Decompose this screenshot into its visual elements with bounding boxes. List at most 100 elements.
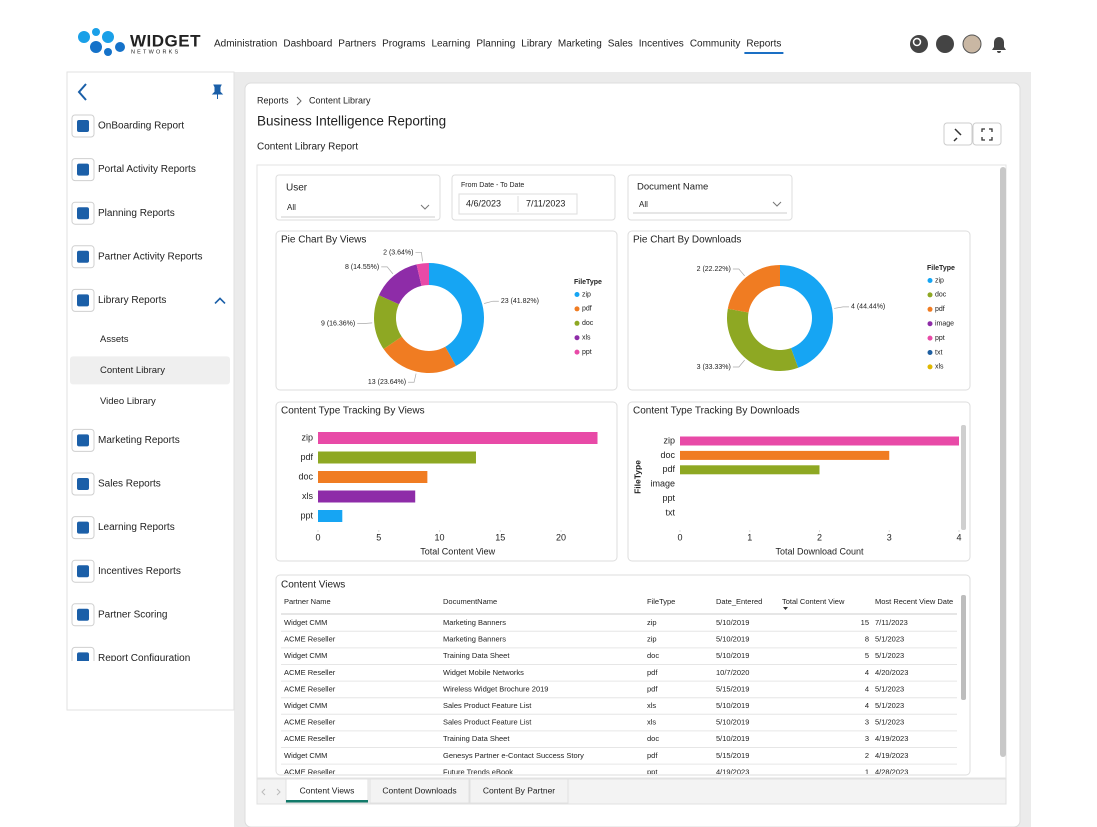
- submenu-item[interactable]: Assets: [100, 334, 129, 345]
- menu-icon-glyph: [77, 294, 89, 307]
- menu-icon-glyph: [77, 521, 89, 534]
- table-cell: ACME Reseller: [284, 668, 336, 677]
- data-label: 2 (3.64%): [383, 249, 413, 256]
- menu-item[interactable]: Partner Scoring: [98, 609, 167, 620]
- menu-item[interactable]: Library Reports: [98, 295, 166, 306]
- nav-item[interactable]: Library: [521, 39, 552, 50]
- filter-value[interactable]: All: [639, 200, 648, 209]
- bar: [680, 436, 959, 446]
- nav-item[interactable]: Learning: [431, 39, 470, 50]
- table-cell: ACME Reseller: [284, 718, 336, 727]
- nav-item[interactable]: Sales: [608, 39, 633, 50]
- tab-label[interactable]: Content Views: [300, 785, 355, 795]
- donut-slice: [378, 264, 422, 305]
- table-cell: Training Data Sheet: [443, 734, 510, 743]
- document-filter[interactable]: [627, 174, 793, 221]
- avatar[interactable]: [962, 34, 982, 54]
- donut-slice: [780, 265, 834, 368]
- legend-label: doc: [935, 292, 947, 299]
- tab[interactable]: [285, 778, 369, 804]
- table-cell: 5: [865, 651, 869, 660]
- pin-button[interactable]: [943, 122, 973, 146]
- nav-item[interactable]: Dashboard: [283, 39, 332, 50]
- column-header[interactable]: Most Recent View Date: [875, 597, 953, 606]
- tab-label[interactable]: Content By Partner: [483, 785, 555, 795]
- menu-item[interactable]: Marketing Reports: [98, 435, 180, 446]
- legend-label: pdf: [935, 306, 945, 313]
- tab-label[interactable]: Content Downloads: [382, 785, 456, 795]
- column-header[interactable]: FileType: [647, 597, 675, 606]
- tab-scroll-arrows[interactable]: [261, 788, 281, 796]
- pin-icon[interactable]: [211, 84, 224, 99]
- menu-item[interactable]: Incentives Reports: [98, 566, 181, 577]
- menu-icon-glyph: [77, 250, 89, 263]
- y-tick-label: ppt: [662, 493, 675, 503]
- tab[interactable]: [469, 778, 569, 804]
- legend-marker: [927, 364, 933, 370]
- date-to[interactable]: 7/11/2023: [526, 198, 565, 208]
- fullscreen-button[interactable]: [972, 122, 1002, 146]
- leader-line: [484, 300, 499, 304]
- column-header[interactable]: Total Content View: [782, 597, 845, 606]
- breadcrumb-link[interactable]: Reports: [257, 95, 289, 105]
- menu-item[interactable]: Portal Activity Reports: [98, 164, 196, 175]
- nav-item[interactable]: Administration: [214, 39, 277, 50]
- legend-label: txt: [935, 349, 942, 356]
- table-cell: zip: [647, 618, 657, 627]
- table-cell: Widget CMM: [284, 751, 327, 760]
- table-cell: Future Trends eBook: [443, 767, 513, 776]
- table-scrollbar[interactable]: [961, 595, 966, 700]
- table-cell: Sales Product Feature List: [443, 701, 532, 710]
- y-tick-label: xls: [302, 491, 313, 501]
- nav-item[interactable]: Marketing: [558, 39, 602, 50]
- bell-icon[interactable]: [992, 37, 1006, 53]
- donut-slice: [727, 308, 799, 372]
- nav-item[interactable]: Programs: [382, 39, 425, 50]
- y-axis-label: FileType: [632, 460, 642, 494]
- bar: [318, 471, 428, 483]
- fullscreen-glyph: [981, 128, 993, 141]
- back-arrow[interactable]: [77, 83, 87, 101]
- table-cell: Marketing Banners: [443, 635, 506, 644]
- table-cell: 5/15/2019: [716, 751, 749, 760]
- y-tick-label: zip: [301, 432, 313, 442]
- nav-item[interactable]: Incentives: [639, 39, 684, 50]
- filter-value[interactable]: All: [287, 203, 296, 212]
- date-from[interactable]: 4/6/2023: [466, 198, 501, 208]
- table-cell: 5/10/2019: [716, 718, 749, 727]
- filter-label: From Date - To Date: [461, 182, 524, 189]
- user-filter[interactable]: [275, 174, 441, 221]
- table-cell: 5/10/2019: [716, 701, 749, 710]
- menu-item[interactable]: Planning Reports: [98, 208, 175, 219]
- nav-item[interactable]: Community: [690, 39, 741, 50]
- menu-item[interactable]: Report Configuration: [98, 653, 190, 664]
- scrollbar[interactable]: [1000, 167, 1006, 757]
- header-icons[interactable]: [910, 34, 1006, 54]
- menu-item[interactable]: Learning Reports: [98, 522, 175, 533]
- column-header[interactable]: Partner Name: [284, 597, 331, 606]
- collapse-chevron[interactable]: [214, 297, 226, 304]
- menu-item[interactable]: Partner Activity Reports: [98, 251, 202, 262]
- submenu-item[interactable]: Content Library: [100, 365, 165, 376]
- donut-slice: [416, 263, 429, 286]
- menu-item[interactable]: OnBoarding Report: [98, 121, 184, 132]
- help-icon[interactable]: [936, 35, 954, 53]
- chevron: [420, 204, 430, 210]
- table-cell: Widget Mobile Networks: [443, 668, 524, 677]
- nav-item[interactable]: Planning: [476, 39, 515, 50]
- nav-item[interactable]: Partners: [338, 39, 376, 50]
- leader-line: [408, 373, 417, 383]
- tab[interactable]: [369, 778, 470, 804]
- legend-label: zip: [582, 291, 591, 298]
- column-header[interactable]: Date_Entered: [716, 597, 762, 606]
- legend-marker: [927, 350, 933, 355]
- chart-scrollbar[interactable]: [961, 425, 966, 530]
- table-cell: 4: [865, 684, 869, 693]
- column-header[interactable]: DocumentName: [443, 597, 497, 606]
- nav-active-underline: [744, 52, 784, 54]
- bar: [318, 490, 416, 503]
- submenu-item[interactable]: Video Library: [100, 396, 156, 407]
- menu-item[interactable]: Sales Reports: [98, 479, 161, 490]
- nav-item[interactable]: Reports: [746, 39, 781, 50]
- table-cell: xls: [647, 718, 656, 727]
